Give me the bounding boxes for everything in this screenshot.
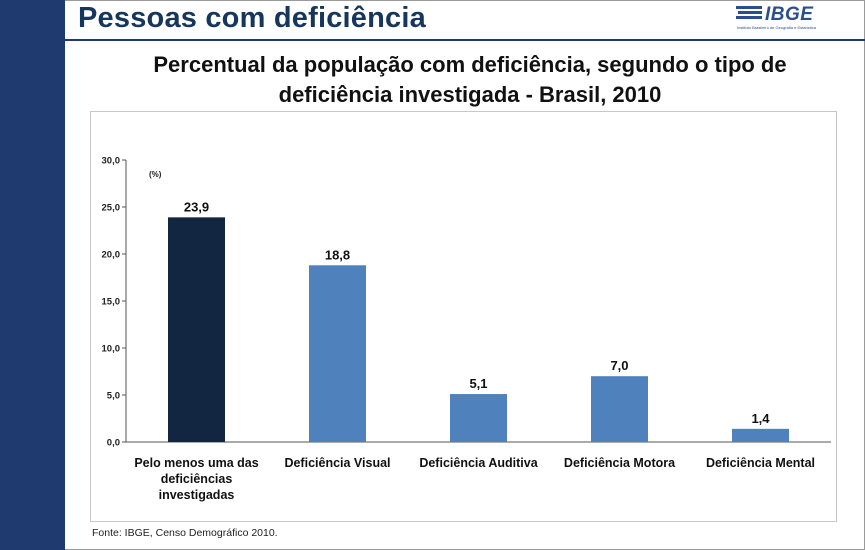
chart-title: Percentual da população com deficiência,… bbox=[90, 50, 850, 110]
chart-title-line-1: Percentual da população com deficiência,… bbox=[153, 52, 787, 77]
page-title: Pessoas com deficiência bbox=[78, 2, 426, 34]
ibge-logo-icon bbox=[736, 6, 762, 19]
bar-value-label: 1,4 bbox=[751, 411, 770, 426]
ibge-logo: IBGE Instituto Brasileiro de Geografia e… bbox=[735, 4, 847, 32]
x-category-label: investigadas bbox=[159, 488, 235, 502]
chart-area: 0,0 5,0 10,0 15,0 20,0 25,0 30,0 (%) 23,9 Pelo me… bbox=[90, 111, 837, 522]
y-tick-label: 10,0 bbox=[102, 344, 121, 355]
chart-title-line-2: deficiência investigada - Brasil, 2010 bbox=[278, 82, 662, 107]
x-category-label: Pelo menos uma das bbox=[134, 456, 258, 470]
bar bbox=[591, 376, 648, 442]
y-tick-label: 15,0 bbox=[102, 297, 121, 308]
y-tick-label: 20,0 bbox=[102, 250, 121, 261]
y-tick-label: 5,0 bbox=[107, 391, 120, 402]
x-category-label: Deficiência Mental bbox=[706, 456, 815, 470]
bar-value-label: 7,0 bbox=[610, 358, 628, 373]
bar bbox=[732, 428, 789, 442]
logo-subtitle: Instituto Brasileiro de Geografia e Esta… bbox=[737, 25, 816, 30]
bar bbox=[309, 265, 366, 442]
y-tick-label: 30,0 bbox=[102, 156, 121, 167]
logo-text: IBGE bbox=[765, 4, 814, 25]
bar-value-label: 18,8 bbox=[325, 247, 350, 262]
x-category-label: Deficiência Auditiva bbox=[419, 456, 538, 470]
bar-chart: 0,0 5,0 10,0 15,0 20,0 25,0 30,0 (%) 23,9 Pelo me… bbox=[102, 156, 831, 502]
bar bbox=[450, 394, 507, 442]
bar bbox=[168, 217, 225, 442]
y-axis-unit-label: (%) bbox=[149, 170, 162, 179]
x-category-label: Deficiência Visual bbox=[284, 456, 390, 470]
side-band bbox=[0, 0, 65, 550]
x-category-label: Deficiência Motora bbox=[564, 456, 676, 470]
header-rule bbox=[65, 39, 865, 41]
bar-value-label: 23,9 bbox=[184, 199, 209, 214]
source-note: Fonte: IBGE, Censo Demográfico 2010. bbox=[92, 527, 278, 539]
bar-value-label: 5,1 bbox=[469, 376, 487, 391]
x-category-label: deficiências bbox=[161, 472, 233, 486]
y-tick-label: 25,0 bbox=[102, 203, 121, 214]
y-tick-label: 0,0 bbox=[107, 438, 120, 449]
